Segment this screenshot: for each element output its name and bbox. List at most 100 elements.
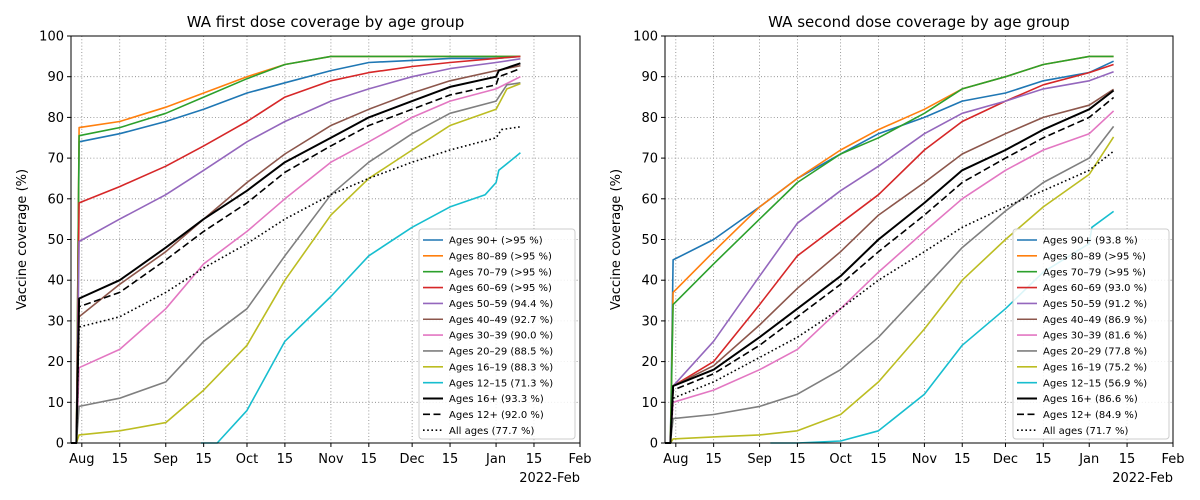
- legend-label: Ages 20–29 (88.5 %): [449, 347, 553, 358]
- x-tick-label: 15: [277, 452, 294, 467]
- series-line-0: [665, 60, 1114, 444]
- y-axis-label: Vaccine coverage (%): [15, 169, 30, 310]
- legend-label: Ages 70–79 (>95 %): [1043, 267, 1146, 278]
- y-tick-label: 60: [47, 192, 64, 207]
- y-tick-label: 30: [641, 314, 658, 329]
- series-line-11: [71, 67, 521, 444]
- legend-label: Ages 40–49 (86.9 %): [1043, 315, 1147, 326]
- legend-label: Ages 40–49 (92.7 %): [449, 315, 553, 326]
- x-tick-label: Sep: [154, 452, 179, 467]
- series-group: [71, 55, 521, 444]
- legend: Ages 90+ (>95 %) Ages 80–89 (>95 %) Ages 7…: [418, 228, 576, 440]
- x-tick-label: Jan: [1078, 452, 1099, 467]
- x-tick-label: 15: [195, 452, 212, 467]
- y-tick-label: 30: [47, 314, 64, 329]
- x-offset-label: 2022-Feb: [1112, 471, 1173, 486]
- legend-label: Ages 12–15 (71.3 %): [449, 378, 553, 389]
- x-tick-label: 15: [111, 452, 128, 467]
- y-axis-label: Vaccine coverage (%): [609, 169, 624, 310]
- y-tick-label: 60: [641, 192, 658, 207]
- legend: Ages 90+ (93.8 %) Ages 80–89 (>95 %) Ages …: [1012, 228, 1170, 440]
- x-axis: Aug 15 Sep 15 Oct 15 Nov 15 Dec 15 Jan 15 Feb 2022-Fe…: [663, 443, 1185, 486]
- legend-label: Ages 30–39 (81.6 %): [1043, 331, 1147, 342]
- y-tick-label: 50: [641, 233, 658, 248]
- y-axis: 0 10 20 30 40 50 60 70 80 90 100: [633, 30, 665, 452]
- y-axis: 0 10 20 30 40 50 60 70 80 90 100: [39, 30, 71, 452]
- series-line-6: [71, 75, 521, 444]
- y-tick-label: 10: [641, 396, 658, 411]
- legend-label: Ages 12–15 (56.9 %): [1043, 378, 1147, 389]
- x-tick-label: 15: [789, 452, 806, 467]
- x-tick-label: Dec: [400, 452, 425, 467]
- x-tick-label: 15: [1119, 452, 1136, 467]
- x-tick-label: 15: [1035, 452, 1052, 467]
- legend-label: Ages 90+ (93.8 %): [1043, 236, 1138, 247]
- series-line-10: [71, 62, 521, 444]
- series-line-12: [71, 126, 521, 444]
- y-tick-label: 80: [641, 111, 658, 126]
- y-tick-label: 100: [39, 30, 64, 45]
- legend-box: [418, 228, 576, 440]
- legend-label: All ages (71.7 %): [1043, 426, 1128, 437]
- y-tick-label: 40: [47, 274, 64, 289]
- series-line-9: [201, 152, 521, 444]
- series-line-7: [665, 125, 1115, 444]
- x-axis: Aug 15 Sep 15 Oct 15 Nov 15 Dec 15 Jan 15 Feb 2022-Fe…: [69, 443, 592, 486]
- x-tick-label: Aug: [663, 452, 688, 467]
- legend-label: Ages 60–69 (93.0 %): [1043, 283, 1147, 294]
- legend-label: Ages 12+ (92.0 %): [449, 410, 544, 421]
- x-tick-label: Oct: [829, 452, 851, 467]
- legend-label: Ages 70–79 (>95 %): [449, 267, 552, 278]
- legend-label: Ages 16+ (86.6 %): [1043, 394, 1138, 405]
- series-line-11: [665, 96, 1115, 444]
- legend-label: Ages 80–89 (>95 %): [449, 251, 552, 262]
- series-line-10: [665, 89, 1115, 444]
- legend-box: [1012, 228, 1170, 440]
- y-tick-label: 90: [641, 70, 658, 85]
- x-tick-label: Aug: [69, 452, 94, 467]
- legend-label: Ages 16+ (93.3 %): [449, 394, 544, 405]
- legend-label: Ages 16–19 (88.3 %): [449, 362, 553, 373]
- series-line-0: [71, 55, 521, 444]
- series-line-8: [665, 136, 1115, 444]
- legend-label: Ages 30–39 (90.0 %): [449, 331, 553, 342]
- legend-label: Ages 50–59 (94.4 %): [449, 299, 553, 310]
- x-tick-label: Sep: [747, 452, 772, 467]
- series-group: [665, 55, 1115, 444]
- x-tick-label: Feb: [568, 452, 591, 467]
- x-tick-label: 15: [954, 452, 971, 467]
- series-line-2: [665, 55, 1114, 444]
- first-dose-chart: 0 10 20 30 40 50 60 70 80 90 100 Aug 15 Sep 15 Oct 15 Nov…: [15, 13, 592, 486]
- x-tick-label: 15: [442, 452, 459, 467]
- legend-label: Ages 80–89 (>95 %): [1043, 251, 1146, 262]
- y-tick-label: 80: [47, 111, 64, 126]
- series-line-8: [71, 82, 521, 444]
- y-tick-label: 0: [650, 437, 658, 452]
- x-tick-label: Oct: [236, 452, 258, 467]
- series-line-4: [71, 58, 521, 444]
- x-tick-label: Dec: [993, 452, 1018, 467]
- y-tick-label: 40: [641, 274, 658, 289]
- y-tick-label: 0: [56, 437, 64, 452]
- x-tick-label: 15: [361, 452, 378, 467]
- x-offset-label: 2022-Feb: [519, 471, 580, 486]
- y-tick-label: 10: [47, 396, 64, 411]
- x-tick-label: 15: [705, 452, 722, 467]
- series-line-4: [665, 71, 1114, 444]
- series-line-5: [71, 64, 521, 444]
- chart-title: WA second dose coverage by age group: [768, 13, 1070, 31]
- x-tick-label: Nov: [912, 452, 938, 467]
- series-line-6: [665, 110, 1115, 444]
- x-tick-label: Jan: [485, 452, 506, 467]
- legend-label: Ages 90+ (>95 %): [449, 236, 543, 247]
- y-tick-label: 70: [47, 152, 64, 167]
- x-tick-label: Feb: [1161, 452, 1184, 467]
- legend-label: Ages 16–19 (75.2 %): [1043, 362, 1147, 373]
- legend-label: All ages (77.7 %): [449, 426, 534, 437]
- y-tick-label: 90: [47, 70, 64, 85]
- y-tick-label: 50: [47, 233, 64, 248]
- second-dose-chart: 0 10 20 30 40 50 60 70 80 90 100 Aug 15 Sep 15 Oct 15 Nov…: [609, 13, 1185, 486]
- legend-label: Ages 20–29 (77.8 %): [1043, 347, 1147, 358]
- legend-label: Ages 50–59 (91.2 %): [1043, 299, 1147, 310]
